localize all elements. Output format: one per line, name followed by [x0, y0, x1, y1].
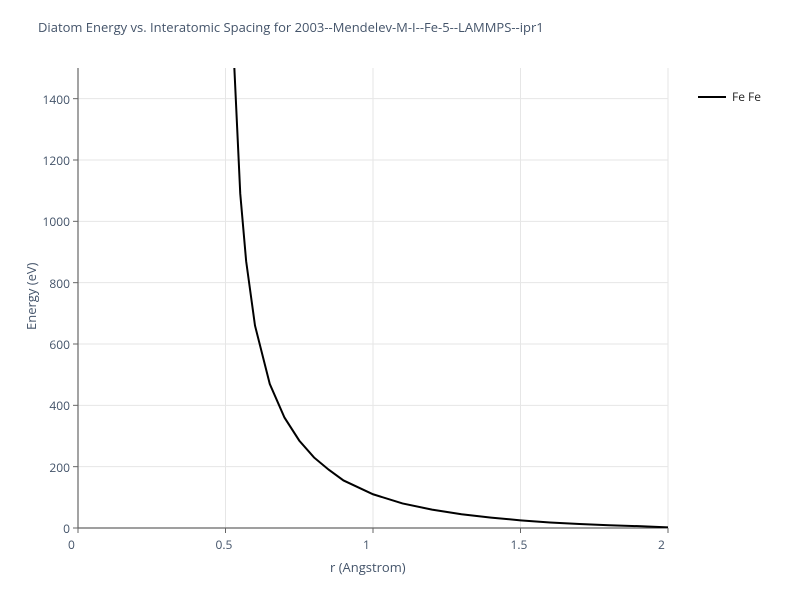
y-tick-label: 400 — [30, 397, 70, 414]
y-tick-label: 600 — [30, 336, 70, 353]
chart-svg — [0, 0, 800, 600]
y-tick-label: 1000 — [30, 213, 70, 230]
x-tick-label: 0.5 — [216, 536, 233, 553]
y-tick-label: 200 — [30, 459, 70, 476]
y-tick-label: 1400 — [30, 91, 70, 108]
x-tick-label: 2 — [658, 536, 665, 553]
y-tick-label: 1200 — [30, 152, 70, 169]
x-tick-label: 0 — [68, 536, 75, 553]
y-tick-label: 0 — [30, 520, 70, 537]
x-tick-label: 1 — [363, 536, 370, 553]
y-tick-label: 800 — [30, 275, 70, 292]
x-tick-label: 1.5 — [511, 536, 528, 553]
series-fe-fe — [231, 7, 668, 528]
